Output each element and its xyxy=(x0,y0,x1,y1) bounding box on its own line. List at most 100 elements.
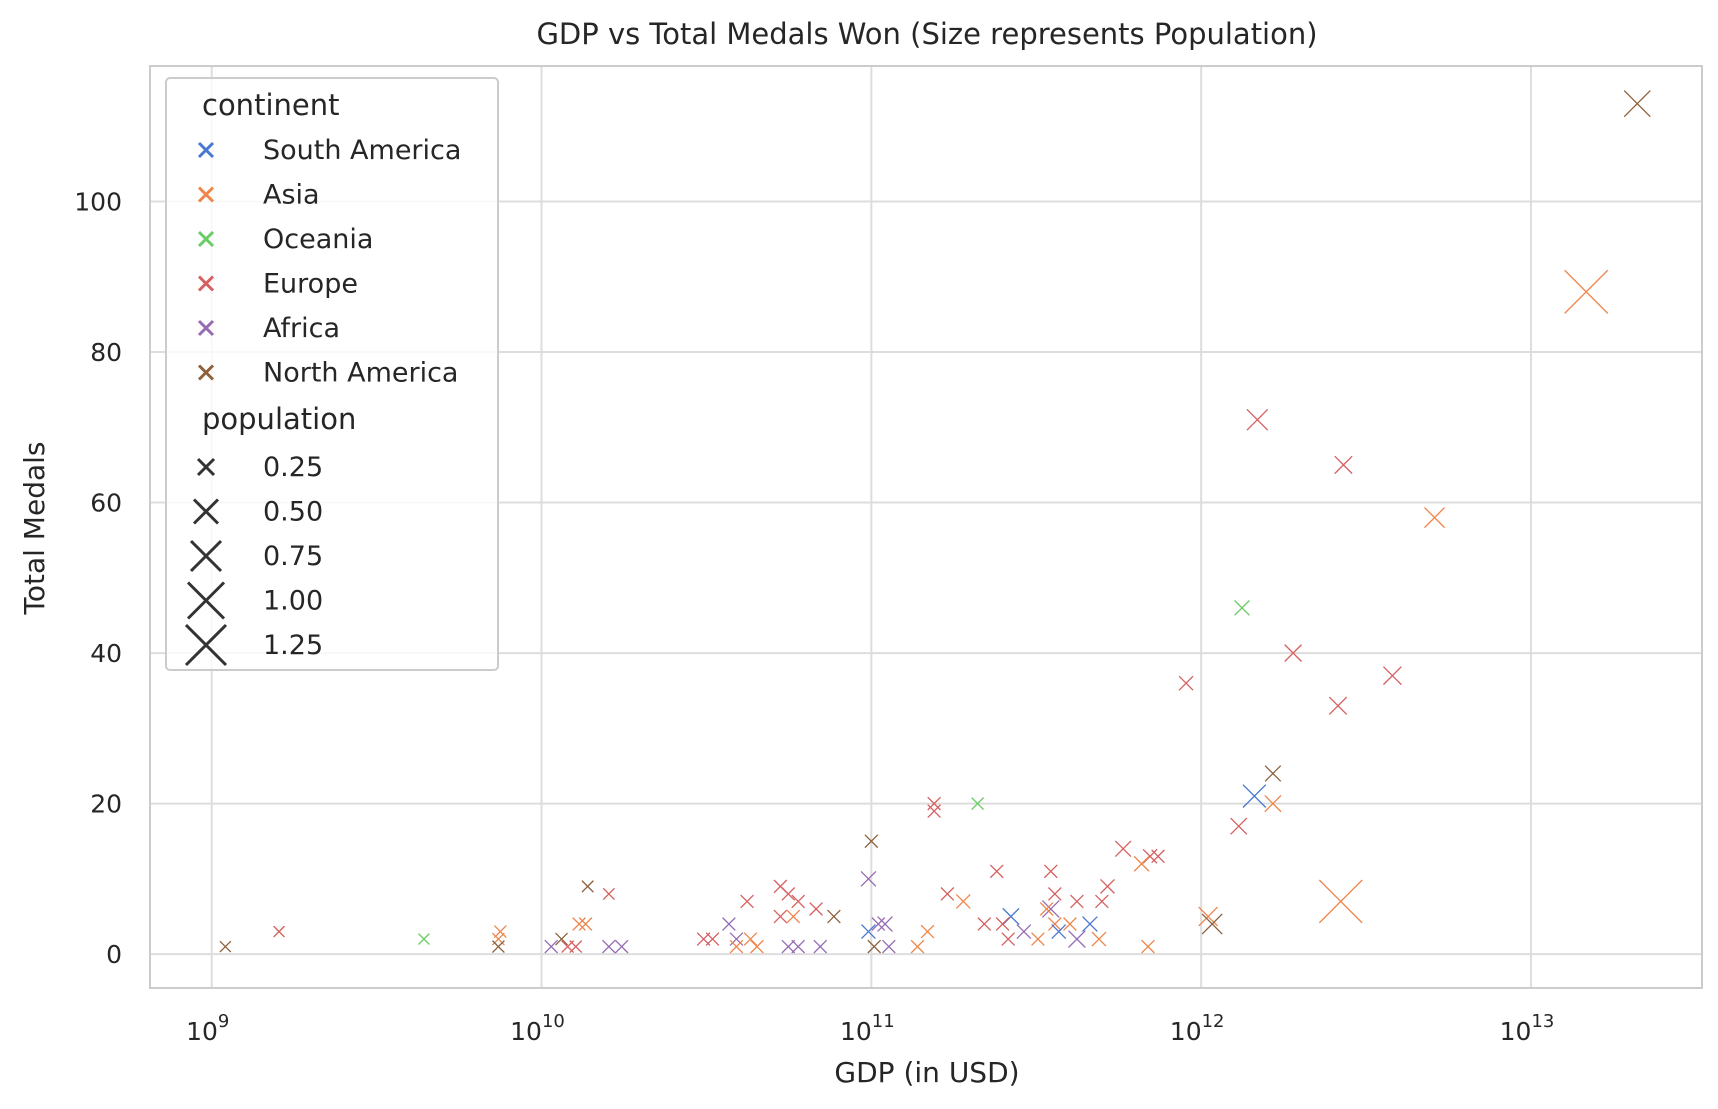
legend-marker-icon xyxy=(197,186,215,203)
legend-size-marker-icon xyxy=(189,539,223,573)
y-tick-label: 40 xyxy=(90,639,122,668)
data-point xyxy=(1198,906,1219,927)
x-tick-label: 1011 xyxy=(840,1011,895,1046)
legend: continent South America Asia Oceania Europe… xyxy=(165,77,499,671)
data-point xyxy=(1082,916,1098,932)
x-tick-label: 109 xyxy=(186,1011,229,1046)
data-point xyxy=(740,894,754,909)
x-axis-title: GDP (in USD) xyxy=(834,1056,1019,1089)
data-point xyxy=(1001,932,1016,946)
data-point xyxy=(1039,902,1054,916)
data-point xyxy=(572,917,586,931)
data-point xyxy=(971,797,985,811)
data-point xyxy=(743,932,758,946)
data-point xyxy=(1047,887,1062,901)
data-point xyxy=(1047,917,1062,931)
y-axis-title: Total Medals xyxy=(18,442,51,616)
data-point xyxy=(1242,784,1267,808)
data-point xyxy=(569,940,583,954)
data-point xyxy=(729,932,744,946)
data-point xyxy=(578,917,593,931)
data-points xyxy=(219,90,1651,954)
data-point xyxy=(614,939,629,954)
data-point xyxy=(544,939,559,954)
legend-marker-icon xyxy=(197,141,215,159)
legend-marker-icon xyxy=(197,275,215,292)
x-tick-exponent: 9 xyxy=(218,1011,229,1032)
legend-marker-icon xyxy=(197,364,215,381)
data-point xyxy=(1382,666,1402,686)
data-point xyxy=(581,880,594,893)
data-point xyxy=(1114,840,1132,858)
data-point xyxy=(491,940,505,954)
y-tick-label: 80 xyxy=(90,338,122,367)
data-point xyxy=(881,939,896,954)
data-point xyxy=(791,894,806,909)
data-point xyxy=(1264,765,1282,782)
data-point xyxy=(864,834,879,849)
data-point xyxy=(1424,507,1446,529)
plot-area-frame xyxy=(149,65,1703,989)
data-point xyxy=(418,933,430,945)
x-tick-label: 1010 xyxy=(510,1011,565,1046)
data-point xyxy=(920,924,935,939)
data-point xyxy=(1100,878,1115,894)
data-point xyxy=(867,939,882,954)
x-tick-exponent: 11 xyxy=(872,1011,895,1032)
legend-hue-title: continent xyxy=(202,88,339,122)
legend-size-label: 0.25 xyxy=(263,452,323,483)
data-point xyxy=(977,917,992,931)
data-point xyxy=(995,917,1010,931)
data-point xyxy=(1133,855,1150,872)
y-tick-label: 20 xyxy=(90,790,122,819)
data-point xyxy=(273,925,285,938)
data-point xyxy=(1043,864,1058,879)
data-point xyxy=(1041,900,1060,918)
data-point xyxy=(861,924,876,939)
data-point xyxy=(1201,913,1223,935)
data-point xyxy=(493,925,507,939)
legend-size-marker-icon xyxy=(192,498,220,525)
legend-box xyxy=(165,77,499,671)
x-tick-label: 1013 xyxy=(1500,1011,1555,1046)
legend-size-label: 1.00 xyxy=(263,586,323,617)
data-point xyxy=(809,902,823,916)
data-point xyxy=(1178,675,1194,691)
data-point xyxy=(910,939,925,954)
data-point xyxy=(781,939,796,954)
data-point xyxy=(1141,939,1155,954)
legend-size-label: 0.50 xyxy=(263,497,323,528)
data-point xyxy=(773,909,788,924)
y-tick-label: 100 xyxy=(74,187,122,216)
chart-title: GDP vs Total Medals Won (Size represents… xyxy=(536,17,1317,51)
data-point xyxy=(1151,849,1165,864)
data-point xyxy=(791,939,806,954)
legend-label: Asia xyxy=(263,180,320,211)
data-point xyxy=(1031,932,1045,946)
legend-label: Oceania xyxy=(263,224,373,255)
x-tick-label: 1012 xyxy=(1170,1011,1225,1046)
data-point xyxy=(601,939,616,954)
x-tick-exponent: 10 xyxy=(542,1011,565,1032)
data-point xyxy=(1623,90,1651,118)
data-point xyxy=(729,939,744,954)
data-point xyxy=(1328,696,1348,715)
data-point xyxy=(955,894,971,909)
legend-label: South America xyxy=(263,135,461,166)
data-point xyxy=(1234,600,1250,616)
data-point xyxy=(1016,924,1032,939)
data-point xyxy=(1068,930,1086,948)
data-point xyxy=(871,917,886,931)
data-point xyxy=(1318,879,1363,924)
y-tick-label: 60 xyxy=(90,489,122,518)
data-point xyxy=(1264,795,1282,813)
data-point xyxy=(1230,817,1248,835)
data-point xyxy=(813,939,828,954)
data-point xyxy=(860,870,877,887)
x-tick-base: 10 xyxy=(510,1017,542,1046)
legend-marker-icon xyxy=(197,319,215,337)
data-point xyxy=(750,939,764,954)
